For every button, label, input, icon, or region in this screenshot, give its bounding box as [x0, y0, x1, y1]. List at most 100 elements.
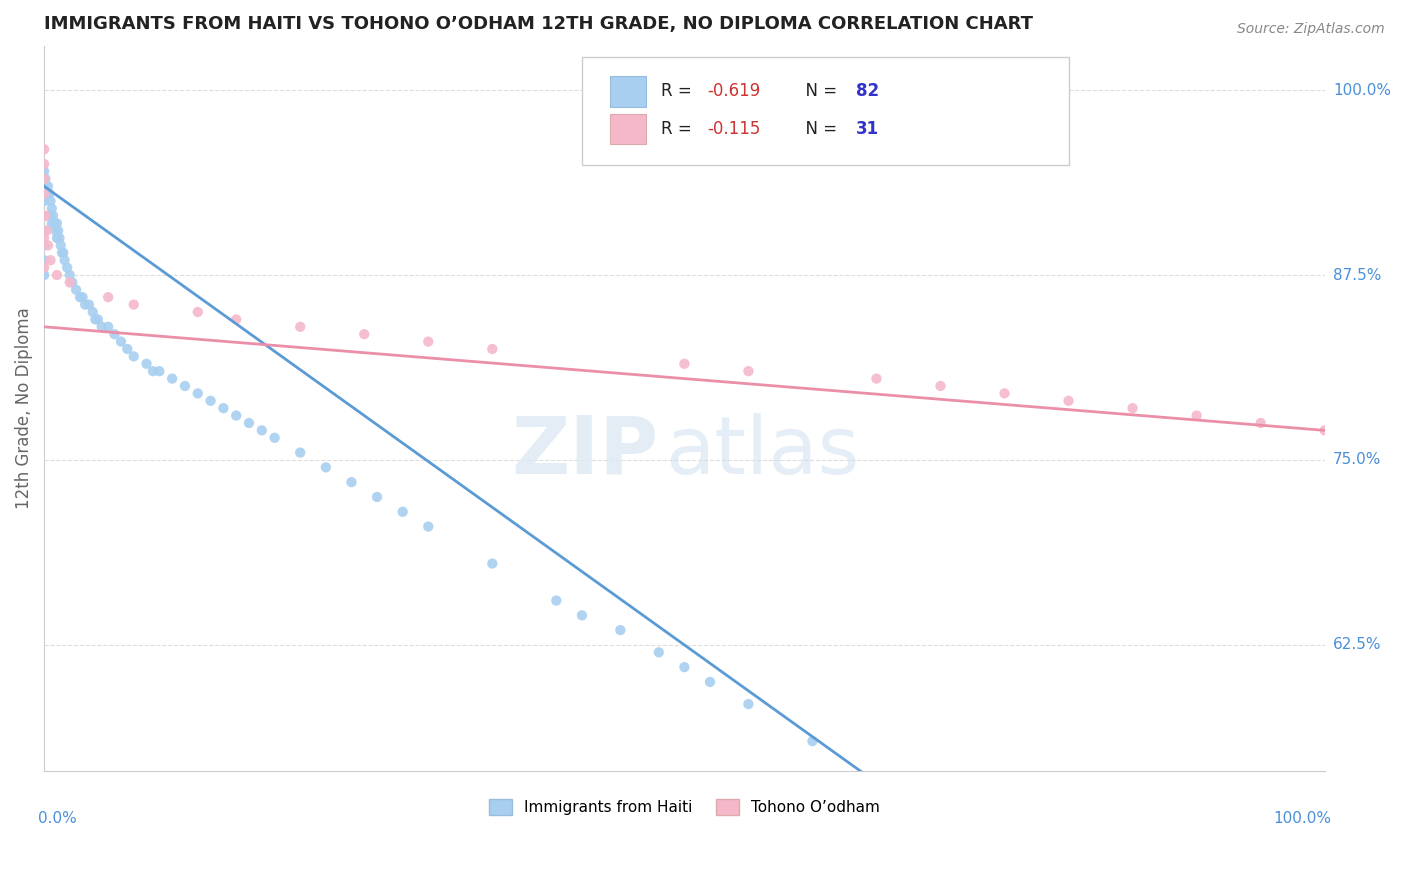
Point — [37, 186, 59, 201]
Point — [418, 519, 440, 533]
Text: 31: 31 — [856, 120, 879, 138]
Point — [32, 231, 55, 245]
Text: 100.0%: 100.0% — [1272, 811, 1331, 826]
Point — [122, 350, 145, 364]
Point — [87, 312, 110, 326]
Point — [32, 157, 55, 171]
Point — [122, 297, 145, 311]
Point — [737, 364, 759, 378]
Point — [37, 179, 59, 194]
Point — [46, 224, 69, 238]
Text: 0.0%: 0.0% — [38, 811, 76, 826]
Point — [37, 238, 59, 252]
Point — [418, 334, 440, 349]
Point — [103, 327, 125, 342]
Point — [69, 290, 91, 304]
Point — [38, 186, 60, 201]
Text: -0.619: -0.619 — [707, 82, 761, 100]
Point — [315, 460, 337, 475]
Point — [97, 290, 120, 304]
Point — [39, 209, 62, 223]
Point — [48, 231, 70, 245]
Point — [32, 194, 55, 208]
Point — [32, 142, 55, 156]
Point — [77, 297, 100, 311]
Text: 100.0%: 100.0% — [1333, 83, 1391, 97]
Point — [250, 423, 273, 437]
Text: N =: N = — [794, 82, 842, 100]
Text: 87.5%: 87.5% — [1333, 268, 1381, 283]
Y-axis label: 12th Grade, No Diploma: 12th Grade, No Diploma — [15, 308, 32, 509]
Point — [571, 608, 593, 623]
FancyBboxPatch shape — [610, 114, 645, 145]
Text: R =: R = — [661, 120, 697, 138]
Legend: Immigrants from Haiti, Tohono O’odham: Immigrants from Haiti, Tohono O’odham — [484, 793, 886, 821]
Point — [353, 327, 375, 342]
Point — [699, 674, 721, 689]
Point — [290, 445, 312, 459]
Point — [1185, 409, 1208, 423]
Point — [481, 342, 503, 356]
Text: 82: 82 — [856, 82, 879, 100]
Text: IMMIGRANTS FROM HAITI VS TOHONO O’ODHAM 12TH GRADE, NO DIPLOMA CORRELATION CHART: IMMIGRANTS FROM HAITI VS TOHONO O’ODHAM … — [44, 15, 1033, 33]
Point — [59, 268, 82, 282]
Point — [391, 505, 413, 519]
Point — [34, 209, 56, 223]
Point — [648, 645, 671, 659]
Point — [1313, 423, 1336, 437]
Point — [65, 283, 87, 297]
Point — [32, 268, 55, 282]
Text: 75.0%: 75.0% — [1333, 452, 1381, 467]
Text: atlas: atlas — [665, 413, 859, 491]
Point — [32, 224, 55, 238]
Point — [32, 171, 55, 186]
Point — [52, 245, 75, 260]
Point — [737, 697, 759, 711]
Point — [32, 164, 55, 178]
Point — [1122, 401, 1144, 416]
Point — [84, 312, 107, 326]
Point — [39, 253, 62, 268]
Point — [72, 290, 94, 304]
Point — [187, 305, 209, 319]
Point — [263, 431, 285, 445]
Point — [41, 202, 63, 216]
Point — [673, 660, 696, 674]
Point — [238, 416, 260, 430]
Point — [929, 379, 952, 393]
Point — [53, 253, 76, 268]
Point — [212, 401, 235, 416]
Point — [546, 593, 568, 607]
Point — [1250, 416, 1272, 430]
Point — [45, 216, 67, 230]
Point — [44, 216, 66, 230]
Point — [117, 342, 139, 356]
Point — [481, 557, 503, 571]
Point — [225, 409, 247, 423]
Point — [290, 319, 312, 334]
Point — [993, 845, 1015, 859]
FancyBboxPatch shape — [610, 76, 645, 106]
Text: N =: N = — [794, 120, 842, 138]
Point — [366, 490, 388, 504]
Point — [97, 319, 120, 334]
Point — [90, 319, 112, 334]
Point — [801, 734, 824, 748]
Point — [187, 386, 209, 401]
Point — [75, 297, 97, 311]
Point — [35, 224, 58, 238]
Point — [1057, 393, 1080, 408]
Point — [609, 623, 631, 637]
Point — [32, 209, 55, 223]
Point — [32, 179, 55, 194]
Point — [82, 305, 104, 319]
Text: 62.5%: 62.5% — [1333, 638, 1382, 652]
Point — [993, 386, 1015, 401]
Point — [32, 186, 55, 201]
Point — [110, 334, 132, 349]
Point — [1032, 867, 1054, 881]
Point — [35, 186, 58, 201]
Point — [45, 268, 67, 282]
Point — [39, 194, 62, 208]
Point — [34, 171, 56, 186]
